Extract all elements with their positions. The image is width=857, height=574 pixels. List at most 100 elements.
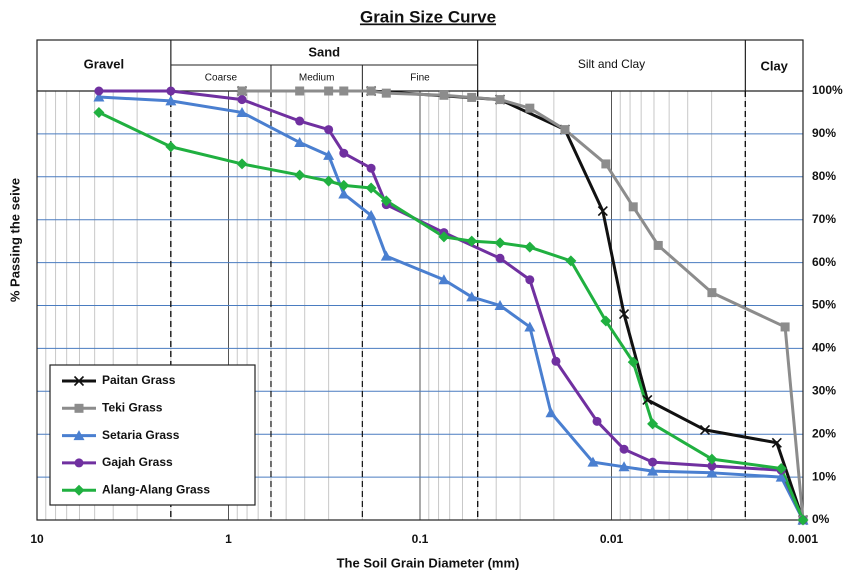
marker: [545, 407, 557, 418]
marker: [165, 141, 177, 153]
marker: [324, 86, 334, 96]
marker: [466, 291, 478, 302]
marker: [707, 288, 717, 298]
marker: [380, 250, 392, 261]
y-tick-label: 50%: [812, 298, 836, 312]
marker: [324, 125, 334, 135]
marker: [73, 430, 85, 441]
marker: [365, 182, 377, 194]
marker: [74, 458, 84, 468]
marker: [295, 86, 305, 96]
marker: [495, 95, 505, 105]
y-tick-label: 0%: [812, 512, 830, 526]
marker: [466, 235, 478, 247]
marker: [647, 418, 659, 430]
marker: [601, 159, 611, 169]
marker: [628, 202, 638, 212]
zone-label: Sand: [308, 44, 340, 59]
marker: [467, 92, 477, 102]
marker: [381, 88, 391, 98]
marker: [699, 424, 711, 435]
marker: [73, 375, 85, 387]
marker: [495, 253, 505, 263]
marker: [339, 86, 349, 96]
marker: [525, 275, 535, 285]
marker: [237, 86, 247, 96]
y-tick-label: 70%: [812, 212, 836, 226]
y-tick-label: 10%: [812, 469, 836, 483]
marker: [618, 461, 630, 472]
marker: [380, 195, 392, 207]
x-axis-label: The Soil Grain Diameter (mm): [337, 555, 520, 570]
x-tick-label: 1: [225, 532, 232, 546]
y-tick-label: 100%: [812, 83, 843, 97]
marker: [295, 116, 305, 126]
marker: [780, 322, 790, 332]
legend-label: Alang-Alang Grass: [102, 482, 210, 496]
marker: [653, 240, 663, 250]
marker: [775, 463, 787, 475]
subzone-label: Coarse: [205, 73, 238, 84]
marker: [618, 309, 630, 320]
marker: [771, 437, 782, 448]
zone-label: Silt and Clay: [578, 57, 645, 71]
marker: [438, 274, 450, 285]
marker: [706, 467, 718, 478]
marker: [797, 514, 809, 526]
y-tick-label: 80%: [812, 169, 836, 183]
y-tick-label: 90%: [812, 126, 836, 140]
legend-label: Gajah Grass: [102, 455, 173, 469]
marker: [494, 300, 506, 310]
marker: [551, 356, 561, 366]
marker: [525, 103, 535, 113]
marker: [237, 95, 247, 105]
y-tick-label: 60%: [812, 255, 836, 269]
marker: [707, 461, 717, 471]
marker: [647, 465, 659, 476]
marker: [600, 315, 612, 327]
marker: [597, 206, 608, 217]
marker: [294, 169, 306, 181]
chart-title: Grain Size Curve: [360, 7, 496, 26]
marker: [366, 163, 376, 173]
zone-label: Clay: [760, 58, 788, 73]
marker: [166, 86, 176, 96]
marker: [438, 231, 450, 243]
marker: [323, 175, 335, 187]
x-tick-label: 0.001: [788, 532, 818, 546]
marker: [338, 188, 350, 199]
x-tick-label: 0.01: [600, 532, 624, 546]
x-tick-label: 0.1: [412, 532, 429, 546]
marker: [706, 453, 718, 465]
marker: [494, 237, 506, 249]
marker: [642, 394, 653, 405]
subzone-label: Medium: [299, 73, 335, 84]
marker: [73, 484, 85, 496]
marker: [236, 158, 248, 170]
y-axis-label: % Passing the seive: [7, 178, 22, 302]
y-tick-label: 20%: [812, 426, 836, 440]
marker: [338, 179, 350, 191]
y-tick-label: 40%: [812, 341, 836, 355]
x-tick-label: 10: [30, 532, 44, 546]
marker: [294, 136, 306, 147]
marker: [524, 321, 536, 332]
marker: [339, 148, 349, 158]
marker: [74, 403, 84, 413]
legend-label: Paitan Grass: [102, 373, 176, 387]
marker: [366, 86, 376, 96]
marker: [627, 356, 639, 368]
zone-label: Gravel: [84, 56, 124, 71]
subzone-label: Fine: [410, 73, 430, 84]
marker: [592, 416, 602, 426]
marker: [587, 456, 599, 467]
marker: [619, 444, 629, 454]
marker: [560, 125, 570, 135]
marker: [94, 86, 104, 96]
marker: [236, 106, 248, 117]
marker: [165, 95, 177, 106]
marker: [648, 457, 658, 467]
legend-label: Setaria Grass: [102, 428, 180, 442]
marker: [775, 471, 787, 482]
